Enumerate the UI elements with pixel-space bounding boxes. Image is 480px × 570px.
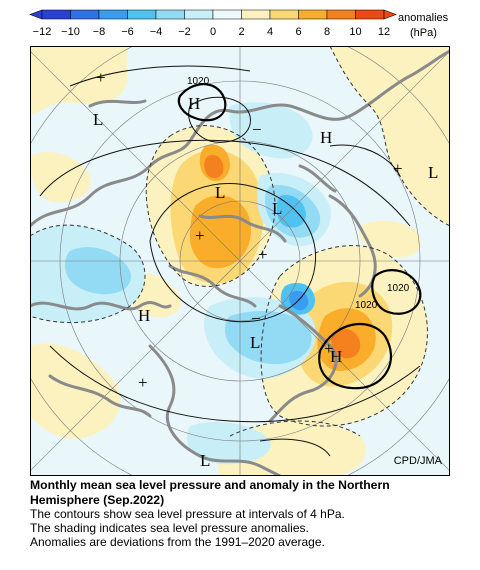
negative-anomaly-area bbox=[65, 247, 131, 295]
colorbar-cell bbox=[326, 9, 356, 20]
low-pressure-center-label: L bbox=[272, 199, 282, 218]
positive-anomaly-area bbox=[30, 46, 130, 116]
colorbar-tick-label: −8 bbox=[93, 26, 106, 38]
negative-anomaly-area bbox=[225, 311, 312, 365]
negative-anomaly-area bbox=[276, 195, 306, 228]
colorbar-tick-label: 4 bbox=[267, 26, 273, 38]
colorbar-tick-label: 0 bbox=[210, 26, 216, 38]
colorbar-tick-label: 6 bbox=[295, 26, 301, 38]
high-pressure-center-label: H bbox=[188, 94, 200, 113]
positive-anomaly-area bbox=[331, 328, 361, 359]
colorbar-cell bbox=[98, 9, 128, 20]
colorbar-cells bbox=[29, 9, 397, 20]
positive-anomaly-center: + bbox=[138, 373, 148, 392]
low-pressure-center-label: L bbox=[250, 333, 260, 352]
low-pressure-center-label: L bbox=[93, 110, 103, 129]
polar-stereographic-map: H L H L L L H L H L 1020 1020 1020 + + +… bbox=[30, 46, 450, 476]
isobars bbox=[39, 65, 421, 457]
isobar-value-label: 1020 bbox=[355, 300, 378, 311]
colorbar-cell bbox=[127, 9, 157, 20]
credit-label: CPD/JMA bbox=[394, 455, 443, 467]
coastlines bbox=[30, 49, 450, 476]
colorbar-cell bbox=[155, 9, 185, 20]
positive-anomaly-center: + bbox=[258, 245, 268, 264]
colorbar-unit-sublabel: (hPa) bbox=[410, 27, 437, 39]
positive-anomaly-center: + bbox=[96, 68, 106, 87]
colorbar-tick-label: −4 bbox=[150, 26, 163, 38]
colorbar-tick-label: 2 bbox=[238, 26, 244, 38]
colorbar-cell bbox=[298, 9, 328, 20]
isobar-value-label: 1020 bbox=[387, 283, 410, 294]
high-pressure-center-label: H bbox=[320, 128, 332, 147]
colorbar-unit-label: anomalies bbox=[398, 12, 449, 24]
positive-anomaly-area bbox=[330, 46, 450, 226]
low-pressure-center-label: L bbox=[215, 183, 225, 202]
colorbar-cell bbox=[269, 9, 299, 20]
positive-anomaly-area bbox=[204, 155, 224, 179]
map-frame bbox=[30, 46, 450, 476]
colorbar-tick-label: 12 bbox=[378, 26, 390, 38]
caption-title-line1: Monthly mean sea level pressure and anom… bbox=[30, 478, 390, 492]
isobar-value-label: 1020 bbox=[187, 76, 210, 87]
caption-baseline-note: Anomalies are deviations from the 1991–2… bbox=[30, 535, 325, 549]
isobars-1020 bbox=[177, 83, 422, 390]
colorbar-cell bbox=[212, 9, 242, 20]
anomaly-zero-contours bbox=[30, 46, 450, 437]
colorbar-tick-label: −6 bbox=[121, 26, 134, 38]
low-pressure-center-label: L bbox=[428, 163, 438, 182]
high-pressure-center-label: H bbox=[330, 347, 342, 366]
positive-anomaly-center: + bbox=[195, 226, 205, 245]
negative-anomaly-area bbox=[186, 421, 271, 465]
positive-anomaly-center: + bbox=[324, 339, 334, 358]
caption-title-line2: Hemisphere (Sep.2022) bbox=[30, 492, 165, 507]
colorbar-tick-label: 10 bbox=[349, 26, 361, 38]
caption-contour-note: The contours show sea level pressure at … bbox=[30, 507, 345, 521]
low-pressure-center-label: L bbox=[200, 451, 210, 470]
colorbar-high-extension bbox=[383, 9, 397, 20]
figure-caption: Monthly mean sea level pressure and anom… bbox=[30, 478, 470, 549]
high-pressure-center-label: H bbox=[138, 306, 150, 325]
colorbar-tick-label: −2 bbox=[178, 26, 191, 38]
colorbar-cell bbox=[241, 9, 271, 20]
positive-anomaly-area bbox=[30, 343, 121, 439]
colorbar-tick-labels: −12 −10 −8 −6 −4 −2 0 2 4 6 8 10 12 bbox=[33, 26, 390, 38]
caption-shading-note: The shading indicates sea level pressure… bbox=[30, 521, 309, 535]
positive-anomaly-area bbox=[359, 220, 421, 258]
negative-anomaly-center: − bbox=[252, 120, 262, 139]
anomaly-colorbar: −12 −10 −8 −6 −4 −2 0 2 4 6 8 10 12 anomalies (hPa) bbox=[29, 9, 449, 39]
colorbar-cell bbox=[184, 9, 214, 20]
colorbar-tick-label: 8 bbox=[324, 26, 330, 38]
colorbar-low-extension bbox=[29, 9, 43, 20]
colorbar-cell bbox=[41, 9, 71, 20]
colorbar-tick-label: −12 bbox=[33, 26, 52, 38]
positive-anomaly-center: + bbox=[393, 159, 403, 178]
negative-anomaly-center: − bbox=[251, 309, 261, 328]
colorbar-tick-label: −10 bbox=[61, 26, 80, 38]
colorbar-cell bbox=[70, 9, 100, 20]
colorbar-cell bbox=[355, 9, 385, 20]
positive-anomaly-area bbox=[189, 195, 251, 269]
